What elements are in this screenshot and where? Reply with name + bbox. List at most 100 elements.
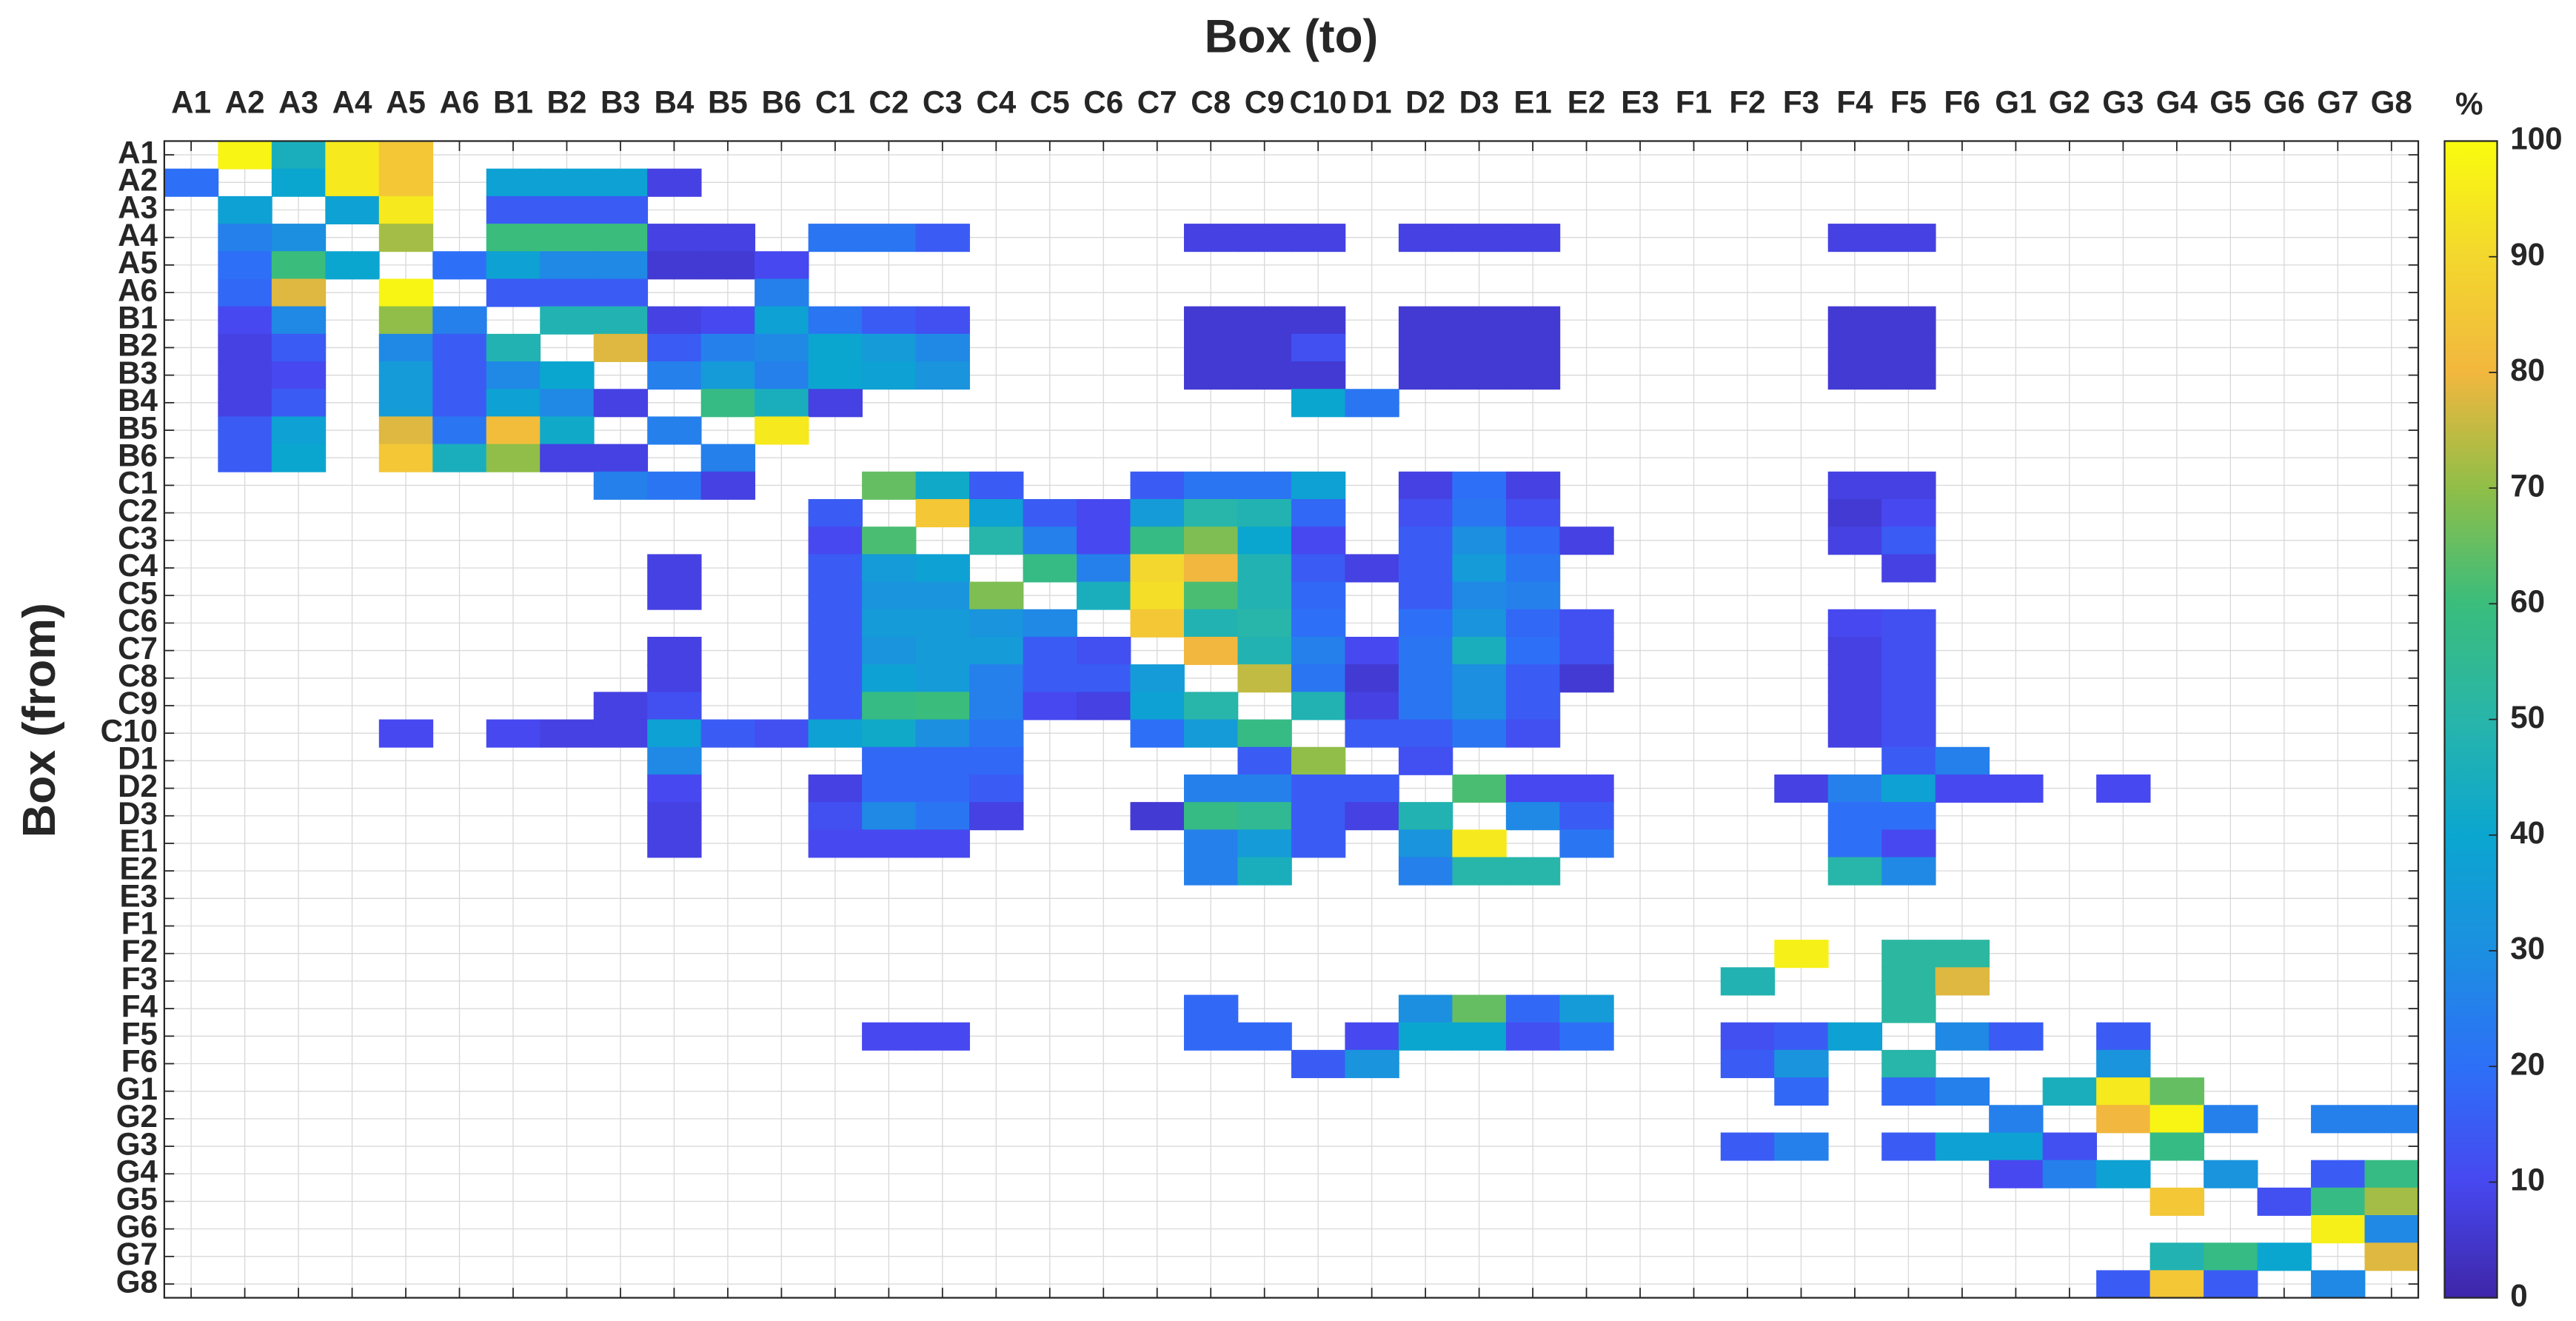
cell <box>862 306 917 335</box>
cell <box>808 829 863 858</box>
cell <box>1452 499 1507 528</box>
cell <box>1881 636 1936 666</box>
cell <box>432 333 487 362</box>
cell <box>808 306 863 335</box>
cell <box>2042 1160 2098 1188</box>
cell <box>1398 692 1453 720</box>
y-tick-label: C4 <box>118 548 158 583</box>
x-tick-label: E1 <box>1513 84 1552 119</box>
cell <box>1881 746 1936 775</box>
cell <box>378 306 434 335</box>
cell <box>1345 664 1399 693</box>
cells <box>164 141 2419 1299</box>
cell <box>1452 994 1507 1023</box>
cell <box>1827 471 1883 500</box>
cell <box>1345 389 1399 418</box>
y-tick-label: A4 <box>118 218 158 253</box>
cell <box>2311 1270 2366 1299</box>
cell <box>593 444 649 472</box>
y-tick-label: C9 <box>118 686 158 720</box>
cell <box>1827 636 1883 666</box>
cell <box>271 141 327 170</box>
cell <box>1398 609 1453 638</box>
x-tick-label: G7 <box>2317 84 2358 119</box>
y-tick-label: B5 <box>118 410 158 445</box>
cell <box>862 664 917 693</box>
x-tick-label: F1 <box>1676 84 1712 119</box>
cell <box>1989 1160 2044 1188</box>
cell <box>1237 306 1292 335</box>
cell <box>1183 361 1239 390</box>
cell <box>2096 1022 2151 1051</box>
cell <box>2150 1132 2204 1161</box>
cell <box>862 471 917 500</box>
cell <box>1827 333 1883 362</box>
cell <box>1881 857 1936 886</box>
cell <box>1183 306 1239 335</box>
cell <box>862 609 917 638</box>
y-tick-label: G4 <box>116 1154 158 1188</box>
cell <box>969 692 1024 720</box>
y-tick-label: F1 <box>121 906 158 941</box>
cell <box>700 224 756 253</box>
cell <box>1237 664 1292 693</box>
cell <box>1237 499 1292 528</box>
x-tick-label: G5 <box>2209 84 2251 119</box>
cell <box>1827 774 1883 803</box>
colorbar-tick-label: 60 <box>2510 583 2545 618</box>
cell <box>486 416 541 445</box>
cell <box>1505 636 1561 666</box>
cell <box>647 581 702 610</box>
cell <box>1881 829 1936 858</box>
cell <box>700 389 756 418</box>
cell <box>1505 664 1561 693</box>
cell <box>1237 719 1292 748</box>
cell <box>969 719 1024 748</box>
cell <box>862 746 917 775</box>
cell <box>1077 636 1131 666</box>
cell <box>1077 692 1131 720</box>
cell <box>1237 636 1292 666</box>
cell <box>378 278 434 307</box>
cell <box>1505 306 1561 335</box>
cell <box>1291 609 1346 638</box>
cell <box>1559 636 1614 666</box>
cell <box>1505 857 1561 886</box>
x-tick-label: E3 <box>1621 84 1659 119</box>
cell <box>1398 994 1453 1023</box>
cell <box>540 224 595 253</box>
cell <box>1827 719 1883 748</box>
x-tick-label: A3 <box>278 84 318 119</box>
cell <box>647 829 702 858</box>
cell <box>486 195 541 224</box>
cell <box>1237 774 1292 803</box>
cell <box>1452 554 1507 583</box>
cell <box>1559 829 1614 858</box>
cell <box>755 333 809 362</box>
cell <box>1077 581 1131 610</box>
cell <box>915 361 970 390</box>
cell <box>1881 994 1936 1023</box>
cell <box>1720 1049 1776 1078</box>
cell <box>593 251 649 280</box>
cell <box>2364 1105 2419 1134</box>
cell <box>755 361 809 390</box>
cell <box>1291 829 1346 858</box>
cell <box>1881 499 1936 528</box>
cell <box>2204 1160 2258 1188</box>
cell <box>1935 1022 1990 1051</box>
cell <box>647 333 702 362</box>
cell <box>1130 471 1185 500</box>
y-tick-label: E1 <box>119 823 158 858</box>
x-tick-label: C3 <box>923 84 963 119</box>
cell <box>1452 664 1507 693</box>
cell <box>1989 774 2044 803</box>
cell <box>1935 940 1990 969</box>
cell <box>755 389 809 418</box>
cell <box>1291 471 1346 500</box>
cell <box>808 581 863 610</box>
cell <box>1398 224 1453 253</box>
cell <box>1130 802 1185 831</box>
cell <box>1827 526 1883 555</box>
cell <box>1291 499 1346 528</box>
